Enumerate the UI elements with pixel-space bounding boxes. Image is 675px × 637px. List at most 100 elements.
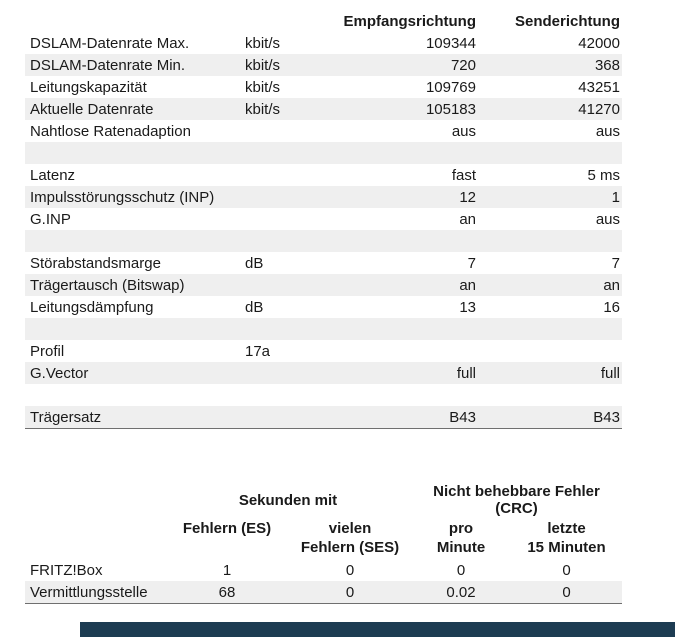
row-unit [245, 164, 335, 186]
row-unit [245, 230, 335, 252]
dsl-information-page: Empfangsrichtung Senderichtung DSLAM-Dat… [0, 10, 675, 637]
row-unit: kbit/s [245, 78, 281, 96]
row-value-rx: 109769 [425, 78, 476, 96]
row-unit [245, 318, 335, 340]
row-unit [245, 142, 335, 164]
row-value-tx [478, 230, 622, 252]
table-row: Leitungsdämpfung dB 13 16 [25, 296, 622, 318]
row-value-tx: aus [595, 122, 620, 140]
row-value-rx: 12 [459, 188, 476, 206]
row-value-tx: 16 [603, 298, 620, 316]
table-row: Störabstandsmarge dB 7 7 [25, 252, 622, 274]
row-label: Nahtlose Ratenadaption [30, 122, 191, 140]
table-row: DSLAM-Datenrate Max. kbit/s 109344 42000 [25, 32, 622, 54]
table-row: G.Vector full full [25, 362, 622, 384]
col-header-ses: vielen Fehlern (SES) [300, 520, 400, 556]
dsl-header-empty [25, 10, 245, 32]
row-unit: dB [245, 298, 264, 316]
dsl-header-send: Senderichtung [514, 12, 620, 30]
row-unit [245, 362, 335, 384]
row-value-tx: B43 [593, 408, 620, 426]
bottom-bar [80, 622, 675, 637]
table-row: DSLAM-Datenrate Min. kbit/s 720 368 [25, 54, 622, 76]
row-value-tx [478, 318, 622, 340]
row-unit [245, 406, 335, 429]
table-row: Nahtlose Ratenadaption aus aus [25, 120, 622, 142]
row-value-tx: 1 [611, 188, 620, 206]
row-label: Latenz [30, 166, 76, 184]
row-label: Trägersatz [30, 408, 102, 426]
row-value-rx [335, 142, 478, 164]
row-label: Profil [30, 342, 65, 360]
row-label [25, 384, 245, 406]
row-label: DSLAM-Datenrate Max. [30, 34, 190, 52]
row-label: G.Vector [30, 364, 89, 382]
dsl-header-row: Empfangsrichtung Senderichtung [25, 10, 622, 32]
row-value-rx: 720 [450, 56, 476, 74]
row-label [25, 230, 245, 252]
group-header-seconds: Sekunden mit [238, 491, 338, 509]
value-es: 1 [222, 561, 232, 579]
table-row: Profil 17a [25, 340, 622, 362]
row-value-rx [335, 340, 478, 362]
row-label: FRITZ!Box [30, 561, 103, 579]
row-value-tx: aus [595, 210, 620, 228]
row-label: Störabstandsmarge [30, 254, 161, 272]
row-label: Impulsstörungsschutz (INP) [30, 188, 215, 206]
row-label: G.INP [30, 210, 71, 228]
error-header-empty [25, 517, 165, 559]
value-per-minute: 0 [456, 561, 466, 579]
error-counter-table: Sekunden mit Nicht behebbare Fehler (CRC… [25, 483, 623, 604]
dsl-info-table: Empfangsrichtung Senderichtung DSLAM-Dat… [25, 10, 622, 429]
table-row: Aktuelle Datenrate kbit/s 105183 41270 [25, 98, 622, 120]
row-value-rx: an [459, 276, 476, 294]
value-ses: 0 [345, 561, 355, 579]
row-value-tx: 41270 [578, 100, 620, 118]
row-label: Vermittlungsstelle [30, 583, 148, 601]
table-row: G.INP an aus [25, 208, 622, 230]
row-value-tx: an [603, 276, 620, 294]
error-header-empty [25, 483, 165, 517]
row-unit: dB [245, 254, 264, 272]
row-unit [245, 120, 335, 142]
row-value-tx: 43251 [578, 78, 620, 96]
dsl-header-receive: Empfangsrichtung [343, 12, 476, 30]
row-value-rx: B43 [449, 408, 476, 426]
table-row: Trägersatz B43 B43 [25, 406, 622, 429]
table-row: Leitungskapazität kbit/s 109769 43251 [25, 76, 622, 98]
row-value-rx: 13 [459, 298, 476, 316]
value-last-15: 0 [562, 561, 571, 579]
table-row: Impulsstörungsschutz (INP) 12 1 [25, 186, 622, 208]
dsl-header-empty [245, 10, 335, 32]
row-value-rx: 109344 [425, 34, 476, 52]
row-value-tx: 7 [611, 254, 620, 272]
row-label: Trägertausch (Bitswap) [30, 276, 185, 294]
row-label: DSLAM-Datenrate Min. [30, 56, 186, 74]
row-value-tx: 42000 [578, 34, 620, 52]
table-row: FRITZ!Box 1 0 0 0 [25, 559, 622, 581]
row-value-rx [335, 318, 478, 340]
row-unit [245, 274, 335, 296]
spacer-row [25, 318, 622, 340]
row-value-rx: 105183 [425, 100, 476, 118]
table-row: Vermittlungsstelle 68 0 0.02 0 [25, 581, 623, 604]
row-label: Aktuelle Datenrate [30, 100, 154, 118]
row-value-tx [478, 142, 622, 164]
spacer-row [25, 230, 622, 252]
spacer-row [25, 384, 622, 406]
row-value-rx: 7 [467, 254, 476, 272]
row-label [25, 142, 245, 164]
row-label: Leitungsdämpfung [30, 298, 154, 316]
row-unit: 17a [245, 342, 271, 360]
value-ses: 0 [345, 583, 355, 601]
table-row: Trägertausch (Bitswap) an an [25, 274, 622, 296]
row-value-tx [478, 384, 622, 406]
row-label [25, 318, 245, 340]
error-subheader-row: Fehlern (ES) vielen Fehlern (SES) pro Mi… [25, 517, 622, 559]
spacer-row [25, 142, 622, 164]
group-header-crc: Nicht behebbare Fehler (CRC) [433, 483, 600, 517]
row-value-tx: full [600, 364, 620, 382]
row-value-rx: an [459, 210, 476, 228]
row-value-rx [335, 230, 478, 252]
row-value-tx [478, 340, 622, 362]
